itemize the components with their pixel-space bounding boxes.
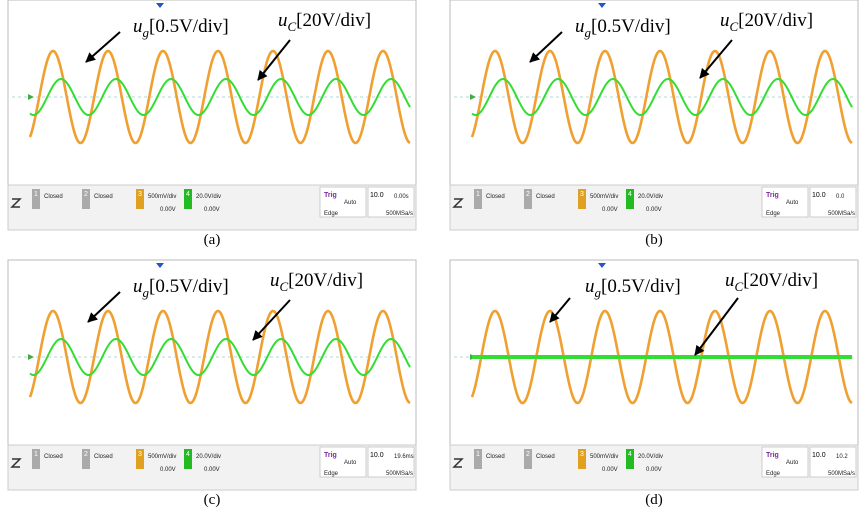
label-subscript: C <box>280 279 289 294</box>
channel-offset: 0.00V <box>160 467 176 473</box>
time-div: 10.0 <box>812 452 826 459</box>
label-scale: [20V/div] <box>738 10 813 31</box>
label-symbol: u <box>585 276 595 297</box>
channel-state: Closed <box>94 454 113 460</box>
channel-number: 1 <box>476 191 480 198</box>
sample-rate: 500MSa/s <box>828 471 855 477</box>
label-symbol: u <box>278 10 288 31</box>
channel-number: 2 <box>526 451 530 458</box>
trigger-title: Trig <box>766 452 779 459</box>
channel-state: Closed <box>536 454 555 460</box>
label-scale: [20V/div] <box>296 10 371 31</box>
time-pos: 10.2 <box>836 454 848 460</box>
trigger-mode: Auto <box>786 460 799 466</box>
channel-scale: 500mV/div <box>148 194 176 200</box>
label-symbol: u <box>270 270 280 291</box>
label-scale: [0.5V/div] <box>149 276 229 297</box>
channel-scale: 500mV/div <box>590 454 618 460</box>
label-symbol: u <box>133 16 143 37</box>
trigger-mode: Auto <box>786 200 799 206</box>
figure: ug[0.5V/div]uC[20V/div]1Closed2Closed350… <box>0 0 862 518</box>
trigger-title: Trig <box>324 452 337 459</box>
label-scale: [20V/div] <box>288 270 363 291</box>
channel-scale: 500mV/div <box>590 194 618 200</box>
channel-number: 4 <box>628 191 632 198</box>
channel-number: 4 <box>186 191 190 198</box>
channel-number: 1 <box>34 451 38 458</box>
time-div: 10.0 <box>812 192 826 199</box>
channel-scale: 20.0V/div <box>196 194 221 200</box>
time-div: 10.0 <box>370 192 384 199</box>
channel-scale: 20.0V/div <box>638 454 663 460</box>
label-symbol: u <box>133 276 143 297</box>
channel-number: 1 <box>34 191 38 198</box>
time-pos: 19.6ms <box>394 454 414 460</box>
channel-number: 4 <box>186 451 190 458</box>
channel-state: Closed <box>486 454 505 460</box>
panel-caption: (b) <box>645 232 663 248</box>
trigger-title: Trig <box>324 192 337 199</box>
channel-offset: 0.00V <box>204 207 220 213</box>
channel-scale: 20.0V/div <box>638 194 663 200</box>
trigger-type: Edge <box>324 211 339 217</box>
channel-offset: 0.00V <box>160 207 176 213</box>
channel-offset: 0.00V <box>602 467 618 473</box>
channel-state: Closed <box>44 454 63 460</box>
trigger-type: Edge <box>766 471 781 477</box>
sample-rate: 500MSa/s <box>828 211 855 217</box>
trigger-mode: Auto <box>344 200 357 206</box>
sample-rate: 500MSa/s <box>386 211 413 217</box>
channel-state: Closed <box>536 194 555 200</box>
channel-offset: 0.00V <box>602 207 618 213</box>
time-div: 10.0 <box>370 452 384 459</box>
label-symbol: u <box>575 16 585 37</box>
channel-number: 2 <box>526 191 530 198</box>
channel-number: 2 <box>84 451 88 458</box>
trigger-type: Edge <box>766 211 781 217</box>
channel-number: 3 <box>580 451 584 458</box>
channel-offset: 0.00V <box>204 467 220 473</box>
channel-number: 3 <box>138 451 142 458</box>
sample-rate: 500MSa/s <box>386 471 413 477</box>
label-scale: [0.5V/div] <box>149 16 229 37</box>
label-scale: [20V/div] <box>743 270 818 291</box>
channel-number: 2 <box>84 191 88 198</box>
channel-scale: 20.0V/div <box>196 454 221 460</box>
time-pos: 0.0 <box>836 194 845 200</box>
scope-panel: ug[0.5V/div]uC[20V/div]1Closed2Closed350… <box>8 260 416 508</box>
channel-offset: 0.00V <box>646 467 662 473</box>
label-subscript: C <box>735 279 744 294</box>
label-symbol: u <box>720 10 730 31</box>
label-symbol: u <box>725 270 735 291</box>
trigger-mode: Auto <box>344 460 357 466</box>
channel-number: 1 <box>476 451 480 458</box>
channel-state: Closed <box>486 194 505 200</box>
time-pos: 0.00s <box>394 194 409 200</box>
panel-caption: (d) <box>645 492 663 508</box>
channel-number: 3 <box>138 191 142 198</box>
panel-caption: (a) <box>204 232 221 248</box>
channel-state: Closed <box>94 194 113 200</box>
panel-caption: (c) <box>204 492 221 508</box>
channel-number: 3 <box>580 191 584 198</box>
channel-scale: 500mV/div <box>148 454 176 460</box>
channel-state: Closed <box>44 194 63 200</box>
label-subscript: C <box>288 19 297 34</box>
label-scale: [0.5V/div] <box>591 16 671 37</box>
label-scale: [0.5V/div] <box>601 276 681 297</box>
trigger-type: Edge <box>324 471 339 477</box>
channel-number: 4 <box>628 451 632 458</box>
label-subscript: C <box>730 19 739 34</box>
trigger-title: Trig <box>766 192 779 199</box>
channel-offset: 0.00V <box>646 207 662 213</box>
